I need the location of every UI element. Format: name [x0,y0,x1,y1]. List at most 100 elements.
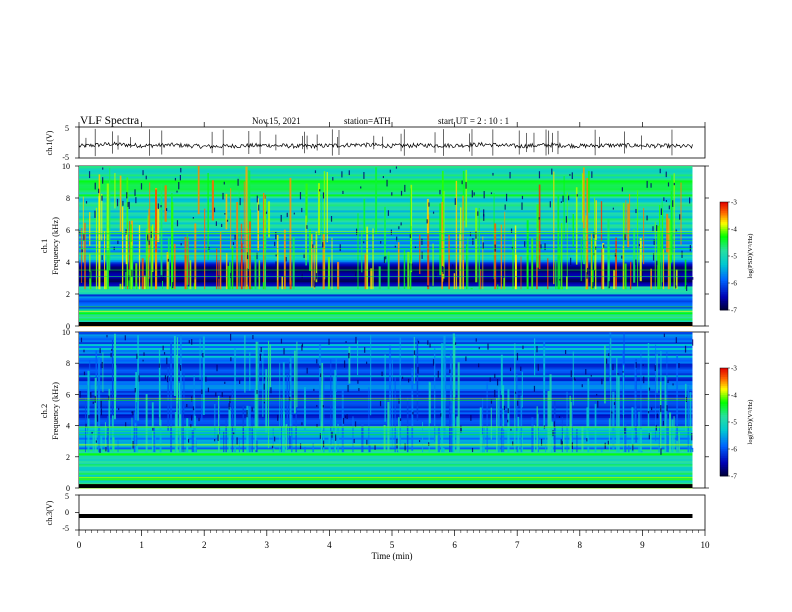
spectrogram-burst [89,271,92,290]
spectrogram-burst [313,245,315,290]
spectrogram-speckle [560,201,562,203]
spectrogram-burst [370,334,372,416]
spectrogram-speckle [301,343,304,347]
spectrogram-burst [480,434,483,453]
colorbar-segment [720,229,728,232]
spectrogram-speckle [521,195,524,200]
spectrogram-row [79,280,693,283]
colorbar-segment [720,274,728,277]
spectrogram-speckle [585,369,587,375]
spectrogram-speckle [656,413,659,419]
spectrogram-burst [625,200,627,239]
spectrogram-row [79,441,693,444]
spectrogram-burst [590,232,592,290]
spectrogram-speckle [401,376,404,379]
spectrogram-speckle [642,364,644,366]
spectrogram-speckle [511,246,513,250]
spectrogram-speckle [570,370,572,378]
spectrogram-row [79,462,693,465]
spectrogram-speckle [274,436,276,442]
spectrogram-burst [315,231,318,283]
spectrogram-burst [604,345,606,404]
spectrogram-burst [581,173,584,223]
spectrogram-burst [173,243,176,290]
spectrogram-burst [219,231,222,290]
spectrogram-row [79,296,693,299]
spectrogram-speckle [624,233,626,241]
colorbar-segment [720,268,728,271]
colorbar-segment [720,232,728,235]
spectrogram-burst [656,354,658,393]
spectrogram-row [79,192,693,195]
colorbar-segment [720,400,728,403]
spectrogram-line [79,398,693,400]
spectrogram-speckle [176,190,178,193]
spectrogram-burst [503,277,505,290]
spectrogram-burst [231,389,234,453]
spectrogram-speckle [473,192,475,196]
figure-title: VLF Spectra [80,115,139,127]
spectrogram-burst [470,288,473,290]
spectrogram-speckle [465,356,467,362]
spectrogram-burst [585,215,588,290]
spectrogram-speckle [87,280,89,284]
spectrogram-speckle [665,200,668,202]
spectrogram-row [79,470,693,473]
spectrogram-row [79,168,693,171]
spectrogram-burst [394,376,396,453]
spectrogram-speckle [586,272,588,279]
spectrogram-burst [264,232,267,290]
colorbar-tick-label: -7 [731,473,737,481]
spectrogram-speckle [256,390,258,394]
spectrogram-burst [84,222,86,290]
spectrogram-burst [516,446,519,453]
spectrogram-burst [82,196,84,263]
spectrogram-burst [125,271,127,290]
spectrogram-burst [609,332,612,383]
ch1-waveform-ylabel: ch.1(V) [45,130,54,155]
spectrogram-speckle [606,358,608,364]
spectrogram-burst [368,387,370,453]
ch2-frequency-ylabel: Frequency (kHz) [50,382,60,440]
spectrogram-speckle [237,178,239,186]
spectrogram-speckle [483,190,485,199]
spectrogram-row [79,464,693,467]
spectrogram-burst [507,389,510,453]
colorbar-segment [720,257,728,260]
spectrogram-speckle [517,399,519,406]
spectrogram-speckle [138,375,140,382]
spectrogram-speckle [635,259,637,266]
spectrogram-speckle [224,381,226,384]
spectrogram-row [79,270,693,273]
spectrogram-burst [129,220,131,280]
spectrogram-speckle [348,352,350,359]
spectrogram-burst [171,202,174,290]
spectrogram-burst [467,238,469,290]
colorbar-segment [720,468,728,471]
spectrogram-speckle [418,440,421,443]
spectrogram-speckle [228,403,230,410]
spectrogram-row [79,351,693,354]
spectrogram-speckle [647,410,650,414]
spectrogram-speckle [427,284,429,287]
colorbar-segment [720,371,728,374]
spectrogram-burst [348,346,351,384]
spectrogram-burst [183,370,185,415]
spectrogram-burst [108,167,111,271]
spectrogram-speckle [379,401,382,407]
colorbar-segment [720,279,728,282]
colorbar-segment [720,441,728,444]
ch1-ytick-bottom: -5 [62,153,69,162]
spectrogram-speckle [285,257,287,262]
spectrogram-speckle [239,197,241,206]
spectrogram-burst [107,416,109,453]
colorbar-segment [720,429,728,432]
spectrogram-speckle [259,353,261,361]
spectrogram-row [79,456,693,460]
spectrogram-row [79,278,693,281]
spectrogram-speckle [666,405,668,412]
colorbar-segment [720,434,728,437]
spectrogram-line [79,311,693,312]
date-label: Nov.15, 2021 [252,116,301,126]
colorbar-segment [720,396,728,399]
